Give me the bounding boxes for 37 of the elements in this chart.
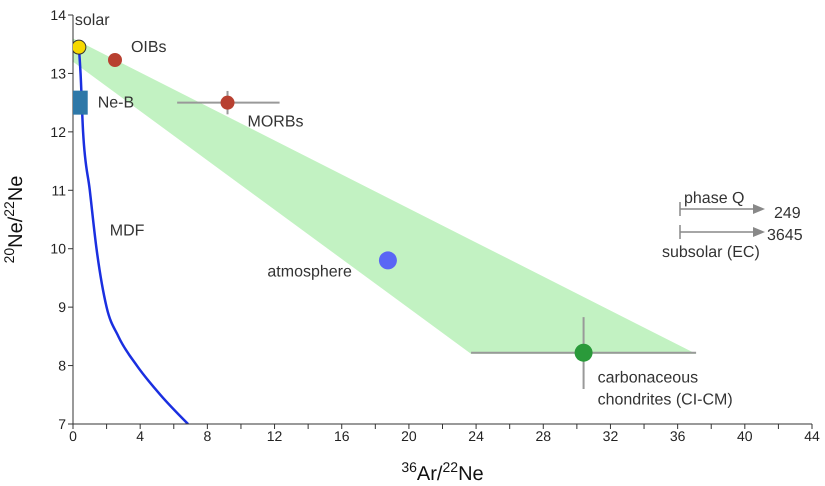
y-tick-label: 14: [50, 6, 66, 23]
x-tick-label: 40: [737, 428, 753, 444]
x-tick-label: 8: [203, 428, 212, 444]
series-label: carbonaceous chondrites (CI-CM): [598, 370, 733, 409]
series-label: Ne-B: [98, 94, 134, 112]
annotation: 3645: [767, 227, 803, 244]
series-label: OIBs: [130, 38, 167, 56]
y-tick-label: 11: [51, 182, 66, 198]
point: [378, 251, 397, 270]
x-tick-label: 20: [401, 428, 417, 444]
x-tick-label: 12: [266, 428, 283, 444]
x-axis-title: $^{36}$Ar/$^{22}$Ne: [401, 459, 484, 485]
y-tick-label: 10: [50, 240, 66, 257]
x-tick-label: 32: [602, 428, 618, 444]
annotation: subsolar (EC): [662, 244, 760, 261]
series-label: MDF: [110, 222, 145, 240]
point: [73, 40, 86, 55]
x-tick-label: 16: [334, 428, 350, 444]
x-tick-label: 28: [535, 428, 552, 444]
y-tick-label: 9: [58, 299, 66, 316]
series-label: atmosphere: [267, 263, 352, 280]
series-label: solar: [74, 12, 110, 30]
x-tick-label: 0: [69, 428, 78, 444]
x-tick-label: 24: [468, 428, 484, 444]
point: [574, 344, 593, 362]
annotation: phase Q: [684, 190, 744, 207]
series-label: MORBs: [248, 114, 304, 131]
y-tick-label: 8: [58, 358, 66, 374]
y-tick-label: 12: [50, 124, 66, 140]
x-tick-label: 36: [670, 428, 686, 444]
x-tick-label: 44: [804, 428, 820, 444]
point: [108, 52, 122, 67]
y-tick-label: 13: [50, 65, 66, 82]
y-tick-label: 7: [58, 416, 66, 432]
x-tick-label: 4: [136, 428, 144, 444]
point: [220, 96, 235, 110]
annotation: 249: [774, 205, 801, 222]
